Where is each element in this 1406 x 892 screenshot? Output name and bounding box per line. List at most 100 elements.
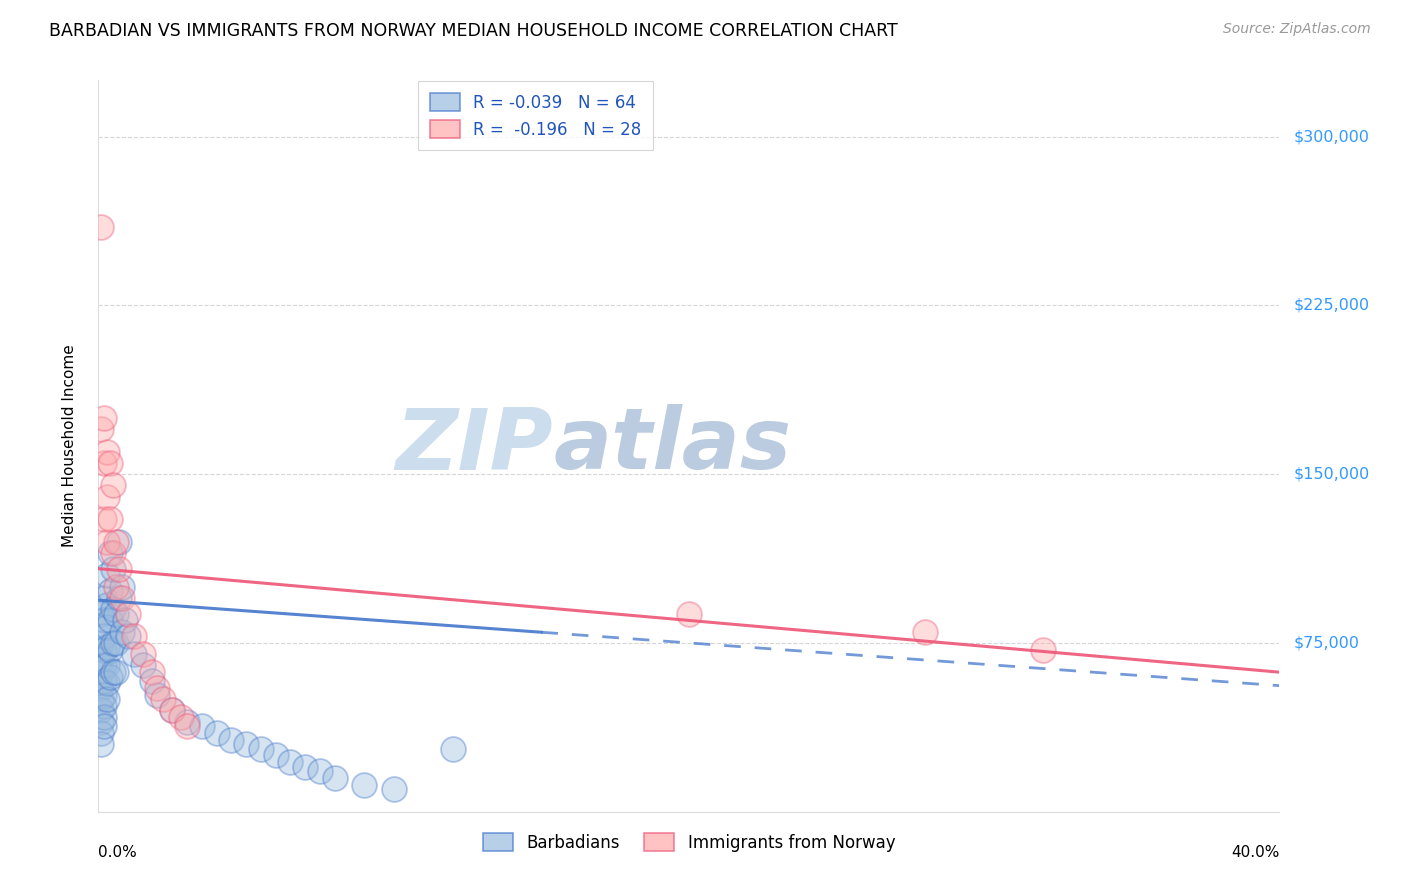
Point bbox=[309, 764, 332, 779]
Point bbox=[294, 760, 316, 774]
Point bbox=[93, 629, 115, 643]
Point bbox=[141, 665, 163, 680]
Point bbox=[191, 719, 214, 733]
Point bbox=[98, 512, 121, 526]
Point bbox=[323, 771, 346, 785]
Point bbox=[122, 629, 145, 643]
Point bbox=[105, 636, 128, 650]
Point bbox=[111, 591, 134, 605]
Point bbox=[441, 741, 464, 756]
Text: 0.0%: 0.0% bbox=[98, 845, 138, 860]
Legend: Barbadians, Immigrants from Norway: Barbadians, Immigrants from Norway bbox=[475, 826, 903, 858]
Point bbox=[98, 642, 121, 657]
Point bbox=[914, 624, 936, 639]
Point bbox=[235, 737, 257, 751]
Point bbox=[111, 580, 134, 594]
Point bbox=[96, 534, 118, 549]
Point bbox=[105, 580, 128, 594]
Point bbox=[90, 737, 112, 751]
Point bbox=[93, 512, 115, 526]
Point bbox=[93, 719, 115, 733]
Point bbox=[205, 726, 228, 740]
Point bbox=[103, 602, 125, 616]
Point bbox=[103, 562, 125, 576]
Point bbox=[90, 703, 112, 717]
Point bbox=[108, 591, 131, 605]
Point bbox=[93, 698, 115, 713]
Point bbox=[382, 782, 405, 797]
Point bbox=[170, 710, 193, 724]
Point bbox=[103, 665, 125, 680]
Point bbox=[96, 658, 118, 673]
Point bbox=[678, 607, 700, 621]
Point bbox=[96, 568, 118, 582]
Point bbox=[132, 658, 155, 673]
Point bbox=[105, 607, 128, 621]
Point bbox=[132, 647, 155, 661]
Point bbox=[90, 422, 112, 436]
Point bbox=[93, 688, 115, 702]
Point bbox=[114, 614, 136, 628]
Text: Source: ZipAtlas.com: Source: ZipAtlas.com bbox=[1223, 22, 1371, 37]
Point bbox=[90, 681, 112, 695]
Point bbox=[96, 598, 118, 612]
Point bbox=[96, 444, 118, 458]
Point bbox=[93, 456, 115, 470]
Point bbox=[146, 688, 169, 702]
Point bbox=[103, 546, 125, 560]
Point bbox=[98, 584, 121, 599]
Text: $150,000: $150,000 bbox=[1294, 467, 1369, 482]
Point bbox=[90, 636, 112, 650]
Point bbox=[122, 647, 145, 661]
Point bbox=[221, 732, 243, 747]
Point bbox=[111, 624, 134, 639]
Point bbox=[103, 636, 125, 650]
Point bbox=[264, 748, 287, 763]
Point bbox=[90, 651, 112, 665]
Point bbox=[117, 607, 139, 621]
Point bbox=[90, 665, 112, 680]
Point bbox=[141, 674, 163, 689]
Text: $225,000: $225,000 bbox=[1294, 298, 1369, 313]
Point bbox=[93, 658, 115, 673]
Point bbox=[105, 534, 128, 549]
Point bbox=[93, 710, 115, 724]
Point bbox=[90, 714, 112, 729]
Point bbox=[96, 676, 118, 690]
Point bbox=[93, 642, 115, 657]
Text: ZIP: ZIP bbox=[395, 404, 553, 488]
Point bbox=[98, 670, 121, 684]
Point bbox=[162, 703, 183, 717]
Point bbox=[176, 714, 198, 729]
Text: $75,000: $75,000 bbox=[1294, 635, 1360, 650]
Point bbox=[353, 778, 375, 792]
Point bbox=[93, 674, 115, 689]
Point bbox=[146, 681, 169, 695]
Point bbox=[152, 692, 174, 706]
Point bbox=[1032, 642, 1054, 657]
Point bbox=[93, 591, 115, 605]
Point bbox=[93, 410, 115, 425]
Y-axis label: Median Household Income: Median Household Income bbox=[62, 344, 77, 548]
Point bbox=[108, 534, 131, 549]
Text: 40.0%: 40.0% bbox=[1232, 845, 1279, 860]
Point bbox=[96, 620, 118, 634]
Point bbox=[93, 614, 115, 628]
Point bbox=[96, 490, 118, 504]
Point bbox=[98, 614, 121, 628]
Point bbox=[96, 640, 118, 655]
Text: atlas: atlas bbox=[553, 404, 792, 488]
Point bbox=[90, 607, 112, 621]
Point bbox=[176, 719, 198, 733]
Point bbox=[280, 755, 302, 769]
Point bbox=[162, 703, 183, 717]
Point bbox=[90, 726, 112, 740]
Point bbox=[98, 546, 121, 560]
Point bbox=[96, 692, 118, 706]
Text: BARBADIAN VS IMMIGRANTS FROM NORWAY MEDIAN HOUSEHOLD INCOME CORRELATION CHART: BARBADIAN VS IMMIGRANTS FROM NORWAY MEDI… bbox=[49, 22, 898, 40]
Point bbox=[117, 629, 139, 643]
Point bbox=[90, 219, 112, 234]
Point bbox=[108, 562, 131, 576]
Point bbox=[250, 741, 273, 756]
Point bbox=[105, 665, 128, 680]
